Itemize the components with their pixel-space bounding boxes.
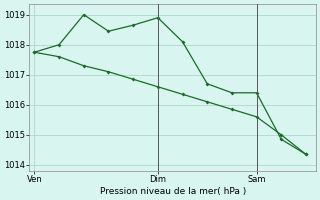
X-axis label: Pression niveau de la mer( hPa ): Pression niveau de la mer( hPa ) (100, 187, 246, 196)
